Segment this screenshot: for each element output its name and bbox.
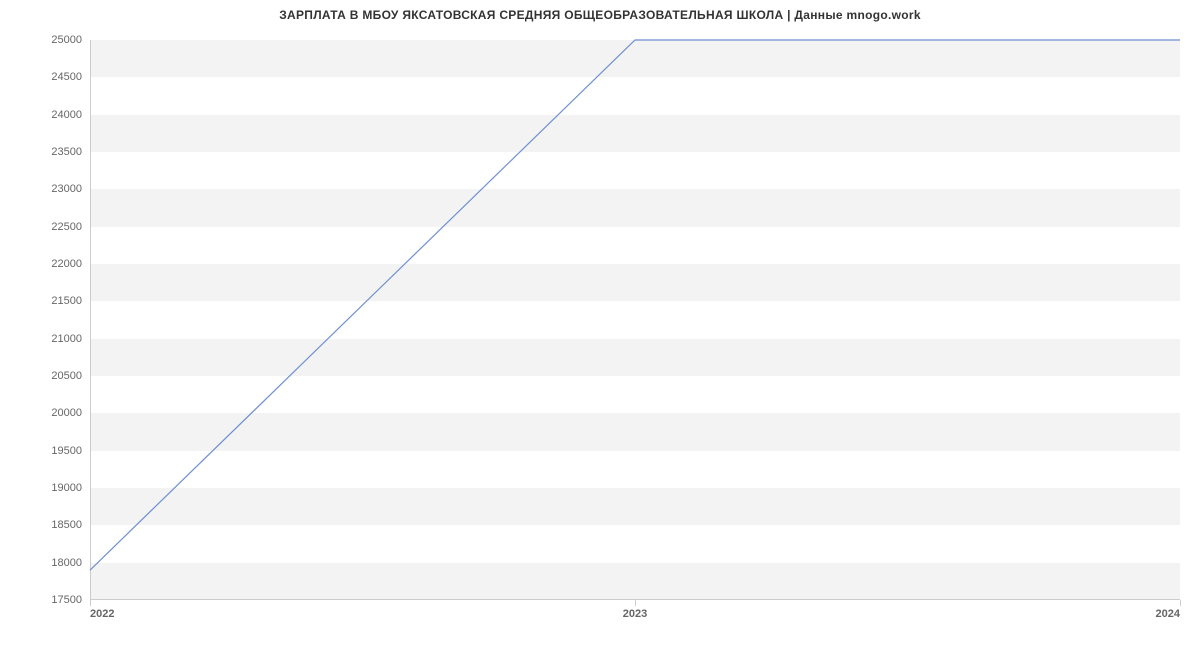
x-tick-label: 2024 bbox=[1156, 608, 1180, 620]
y-tick-label: 19000 bbox=[51, 482, 82, 494]
y-tick-label: 22500 bbox=[51, 221, 82, 233]
y-tick-label: 23500 bbox=[51, 146, 82, 158]
series-line-salary bbox=[90, 40, 1180, 570]
y-tick-label: 18000 bbox=[51, 557, 82, 569]
x-tick-label: 2023 bbox=[623, 608, 647, 620]
y-tick-label: 24000 bbox=[51, 109, 82, 121]
x-tick-mark bbox=[90, 600, 91, 606]
y-tick-label: 17500 bbox=[51, 594, 82, 606]
chart-title: ЗАРПЛАТА В МБОУ ЯКСАТОВСКАЯ СРЕДНЯЯ ОБЩЕ… bbox=[0, 8, 1200, 22]
y-tick-label: 20000 bbox=[51, 407, 82, 419]
salary-line-chart: ЗАРПЛАТА В МБОУ ЯКСАТОВСКАЯ СРЕДНЯЯ ОБЩЕ… bbox=[0, 0, 1200, 650]
y-tick-label: 18500 bbox=[51, 519, 82, 531]
y-tick-label: 22000 bbox=[51, 258, 82, 270]
y-tick-label: 21000 bbox=[51, 333, 82, 345]
y-tick-label: 25000 bbox=[51, 34, 82, 46]
y-tick-label: 21500 bbox=[51, 295, 82, 307]
x-tick-mark bbox=[1180, 600, 1181, 606]
plot-area: 1750018000185001900019500200002050021000… bbox=[90, 40, 1180, 600]
y-tick-label: 24500 bbox=[51, 71, 82, 83]
y-tick-label: 23000 bbox=[51, 183, 82, 195]
line-layer bbox=[90, 40, 1180, 600]
x-tick-mark bbox=[635, 600, 636, 606]
y-tick-label: 20500 bbox=[51, 370, 82, 382]
x-tick-label: 2022 bbox=[90, 608, 114, 620]
y-tick-label: 19500 bbox=[51, 445, 82, 457]
